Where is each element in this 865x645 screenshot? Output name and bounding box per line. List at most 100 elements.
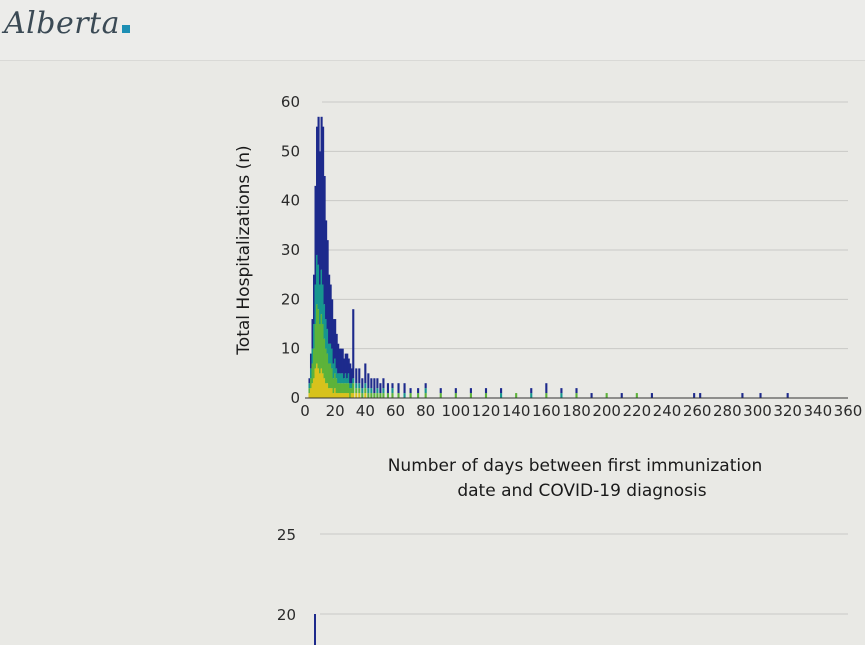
- bar-day-8-layer-1: [316, 304, 319, 364]
- y-axis-label: Total Hospitalizations (n): [234, 145, 254, 355]
- bar-day-31-layer-2: [350, 383, 353, 389]
- x-tick-label-40: 40: [356, 402, 375, 420]
- bar-day-17-layer-0: [329, 388, 332, 398]
- y-tick-label-50: 50: [281, 142, 300, 160]
- x-tick-label-20: 20: [326, 402, 345, 420]
- logo-square-icon: [122, 25, 130, 33]
- y-tick-label-30: 30: [281, 241, 300, 259]
- bar-day-6-layer-0: [312, 378, 316, 398]
- bar-day-6-layer-2: [312, 324, 316, 349]
- bar-day-11-layer-1: [320, 314, 323, 369]
- bar-day-160-layer-1: [545, 393, 548, 398]
- bar-day-24-layer-3: [340, 348, 343, 374]
- bar-day-23-layer-0: [338, 393, 341, 398]
- bar-day-14-layer-3: [325, 220, 328, 320]
- bar-day-27-layer-1: [344, 383, 347, 394]
- bar-day-150-layer-3: [530, 388, 533, 394]
- bar-day-13-layer-2: [323, 304, 326, 339]
- bar-day-32-layer-2: [352, 378, 355, 384]
- bar-day-52-layer-2: [382, 388, 385, 394]
- bar-day-170-layer-3: [560, 388, 563, 394]
- bar-day-19-layer-2: [332, 363, 335, 379]
- bar-day-42-layer-2: [367, 388, 370, 394]
- bar-day-4-layer-2: [309, 368, 313, 379]
- bar-day-180-layer-1: [575, 393, 578, 398]
- bar-day-21-layer-1: [335, 378, 338, 394]
- bar-day-320-layer-3: [786, 393, 789, 398]
- alberta-logo[interactable]: Alberta: [4, 6, 130, 41]
- y-tick-label-0: 0: [290, 389, 300, 407]
- bar-day-18-layer-2: [331, 348, 334, 369]
- bar-day-7-layer-2: [314, 284, 317, 324]
- bar-day-25-layer-2: [341, 373, 344, 384]
- y-tick-label-40: 40: [281, 192, 300, 210]
- bar-day-9-layer-2: [317, 264, 320, 310]
- bar-day-160-layer-3: [545, 383, 548, 394]
- bar-day-13-layer-1: [323, 338, 326, 379]
- bar-day-26-layer-3: [343, 358, 346, 379]
- x-axis-label-line-2: date and COVID-19 diagnosis: [457, 481, 706, 501]
- bar-day-22-layer-2: [337, 373, 340, 384]
- bar-day-21-layer-3: [335, 333, 338, 369]
- bar-day-7-layer-0: [314, 368, 317, 398]
- bar-day-100-layer-3: [454, 388, 457, 394]
- page-header: Alberta: [0, 0, 865, 61]
- bar-day-14-layer-0: [325, 383, 328, 398]
- bar-day-12-layer-3: [322, 126, 325, 285]
- x-tick-label-240: 240: [653, 402, 682, 420]
- second-chart-y-tick-20: 20: [277, 606, 296, 624]
- bar-day-10-layer-3: [319, 151, 322, 285]
- bar-day-11-layer-2: [320, 269, 323, 315]
- bar-day-200-layer-1: [605, 393, 608, 398]
- bar-day-50-layer-3: [379, 383, 382, 394]
- bar-day-48-layer-1: [376, 393, 379, 398]
- bar-day-120-layer-1: [484, 393, 488, 398]
- bar-day-55-layer-1: [386, 393, 390, 398]
- bar-day-6-layer-1: [312, 348, 316, 379]
- chart-gridlines: [322, 101, 848, 350]
- bar-day-40-layer-3: [364, 363, 367, 384]
- x-axis-ticks: 0 20 40 60 80 100 120 140 160 180 200 220 240 260 280 3…: [300, 402, 862, 420]
- bar-day-13-layer-3: [323, 176, 326, 305]
- bar-day-140-layer-1: [515, 393, 518, 398]
- bar-day-17-layer-1: [329, 363, 332, 389]
- y-tick-label-20: 20: [281, 290, 300, 308]
- bar-day-24-layer-0: [340, 393, 343, 398]
- bar-day-22-layer-1: [337, 383, 340, 394]
- bar-day-58-layer-3: [391, 383, 394, 389]
- bar-day-25-layer-1: [341, 383, 344, 394]
- bar-day-28-layer-0: [346, 393, 349, 398]
- bar-day-11-layer-3: [320, 116, 323, 270]
- bar-day-30-layer-3: [349, 363, 352, 384]
- bar-day-5-layer-0: [311, 383, 314, 398]
- x-tick-label-160: 160: [532, 402, 561, 420]
- bar-day-12-layer-2: [322, 284, 325, 324]
- bar-day-190-layer-3: [590, 393, 593, 398]
- x-tick-label-100: 100: [442, 402, 471, 420]
- bar-day-34-layer-2: [355, 383, 358, 389]
- bar-day-100-layer-1: [454, 393, 457, 398]
- bar-day-5-layer-2: [311, 348, 314, 364]
- y-axis-ticks: 0 10 20 30 40 50 60: [281, 93, 300, 407]
- bar-day-22-layer-0: [337, 393, 340, 398]
- bar-day-23-layer-3: [338, 348, 341, 374]
- bar-day-18-layer-1: [331, 368, 334, 389]
- x-tick-label-60: 60: [386, 402, 405, 420]
- bar-day-120-layer-3: [484, 388, 488, 394]
- bar-day-10-layer-2: [319, 284, 322, 324]
- bar-day-46-layer-3: [373, 378, 376, 394]
- bar-day-19-layer-0: [332, 393, 335, 398]
- bar-day-30-layer-2: [349, 383, 352, 389]
- logo-text: Alberta: [4, 6, 120, 41]
- bar-day-16-layer-3: [328, 274, 331, 344]
- bar-day-7-layer-1: [314, 324, 317, 369]
- bar-day-28-layer-2: [346, 378, 349, 384]
- bar-day-8-layer-0: [316, 363, 319, 398]
- bar-day-180-layer-3: [575, 388, 578, 394]
- bar-day-40-layer-1: [364, 388, 367, 394]
- bar-day-210-layer-3: [620, 393, 623, 398]
- bar-day-34-layer-1: [355, 388, 358, 394]
- bar-day-14-layer-1: [325, 348, 328, 384]
